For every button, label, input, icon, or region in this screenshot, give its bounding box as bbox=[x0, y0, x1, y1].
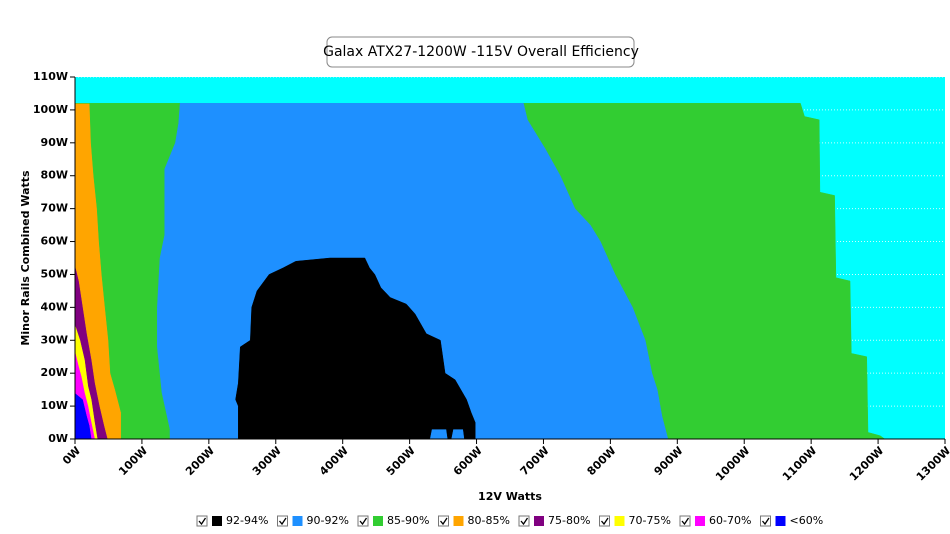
legend-swatch bbox=[614, 516, 625, 526]
legend-checkbox[interactable] bbox=[357, 515, 369, 527]
legend-label: <60% bbox=[790, 514, 824, 527]
legend-checkmark bbox=[198, 517, 207, 526]
legend-swatch bbox=[373, 516, 383, 526]
y-axis-title: Minor Rails Combined Watts bbox=[19, 170, 32, 346]
y-tick-label: 30W bbox=[41, 333, 68, 346]
legend-item[interactable]: 85-90% bbox=[357, 514, 429, 527]
legend-swatch bbox=[534, 516, 544, 526]
legend-swatch bbox=[292, 516, 303, 526]
legend-checkmark bbox=[681, 517, 690, 526]
legend-label: 80-85% bbox=[468, 514, 510, 527]
x-tick-label: 1200W bbox=[847, 444, 886, 483]
y-tick-label: 110W bbox=[33, 70, 68, 83]
x-tick-label: 900W bbox=[652, 444, 686, 478]
x-tick-label: 600W bbox=[451, 444, 485, 478]
legend-label: 90-92% bbox=[307, 514, 349, 527]
legend-label: 60-70% bbox=[709, 514, 751, 527]
legend-checkmark bbox=[440, 517, 448, 526]
legend-checkbox[interactable] bbox=[277, 515, 288, 527]
legend-checkmark bbox=[520, 517, 529, 526]
y-tick-label: 60W bbox=[41, 235, 68, 248]
y-tick-label: 90W bbox=[41, 136, 68, 149]
y-tick-label: 10W bbox=[41, 399, 68, 412]
legend-label: 92-94% bbox=[226, 514, 268, 527]
legend-checkbox[interactable] bbox=[679, 515, 691, 527]
legend-item[interactable]: 80-85% bbox=[438, 514, 510, 527]
legend-item[interactable]: 70-75% bbox=[599, 514, 671, 527]
x-tick-label: 700W bbox=[518, 444, 552, 478]
efficiency-region bbox=[235, 257, 476, 440]
legend-item[interactable]: 75-80% bbox=[518, 514, 590, 527]
y-tick-label: 0W bbox=[48, 432, 68, 445]
legend-item[interactable]: 90-92% bbox=[277, 514, 349, 527]
x-tick-label: 100W bbox=[116, 444, 150, 478]
y-tick-label: 70W bbox=[41, 202, 68, 215]
legend-item[interactable]: 60-70% bbox=[679, 514, 751, 527]
legend-checkbox[interactable] bbox=[518, 515, 530, 527]
legend-checkbox[interactable] bbox=[760, 515, 771, 527]
legend-item[interactable]: 92-94% bbox=[196, 514, 268, 527]
legend-swatch bbox=[453, 516, 464, 526]
x-tick-label: 1100W bbox=[780, 444, 819, 483]
legend-checkbox[interactable] bbox=[599, 515, 610, 527]
legend-swatch bbox=[212, 516, 222, 526]
x-axis-title: 12V Watts bbox=[478, 490, 542, 503]
y-tick-label: 100W bbox=[33, 103, 68, 116]
legend-label: 75-80% bbox=[548, 514, 590, 527]
legend-checkmark bbox=[279, 517, 287, 526]
x-tick-label: 1000W bbox=[713, 444, 752, 483]
legend-label: 70-75% bbox=[629, 514, 671, 527]
x-tick-label: 300W bbox=[250, 444, 284, 478]
y-tick-label: 80W bbox=[41, 169, 68, 182]
x-tick-label: 0W bbox=[60, 444, 83, 467]
legend-checkbox[interactable] bbox=[438, 515, 449, 527]
x-tick-label: 1300W bbox=[914, 444, 950, 483]
x-tick-label: 800W bbox=[585, 444, 619, 478]
title-box bbox=[326, 36, 635, 68]
x-tick-label: 500W bbox=[384, 444, 418, 478]
y-tick-label: 20W bbox=[41, 366, 68, 379]
legend-label: 85-90% bbox=[387, 514, 429, 527]
legend-checkmark bbox=[359, 517, 368, 526]
y-tick-label: 50W bbox=[41, 267, 68, 280]
legend-checkmark bbox=[601, 517, 609, 526]
x-tick-label: 200W bbox=[183, 444, 217, 478]
legend-checkmark bbox=[762, 517, 770, 526]
legend-swatch bbox=[695, 516, 705, 526]
chart-title: Galax ATX27-1200W -115V Overall Efficien… bbox=[323, 44, 639, 60]
legend-swatch bbox=[775, 516, 786, 526]
y-tick-label: 40W bbox=[41, 300, 68, 313]
x-tick-label: 400W bbox=[317, 444, 351, 478]
legend-checkbox[interactable] bbox=[196, 515, 208, 527]
legend-item[interactable]: <60% bbox=[760, 514, 824, 527]
